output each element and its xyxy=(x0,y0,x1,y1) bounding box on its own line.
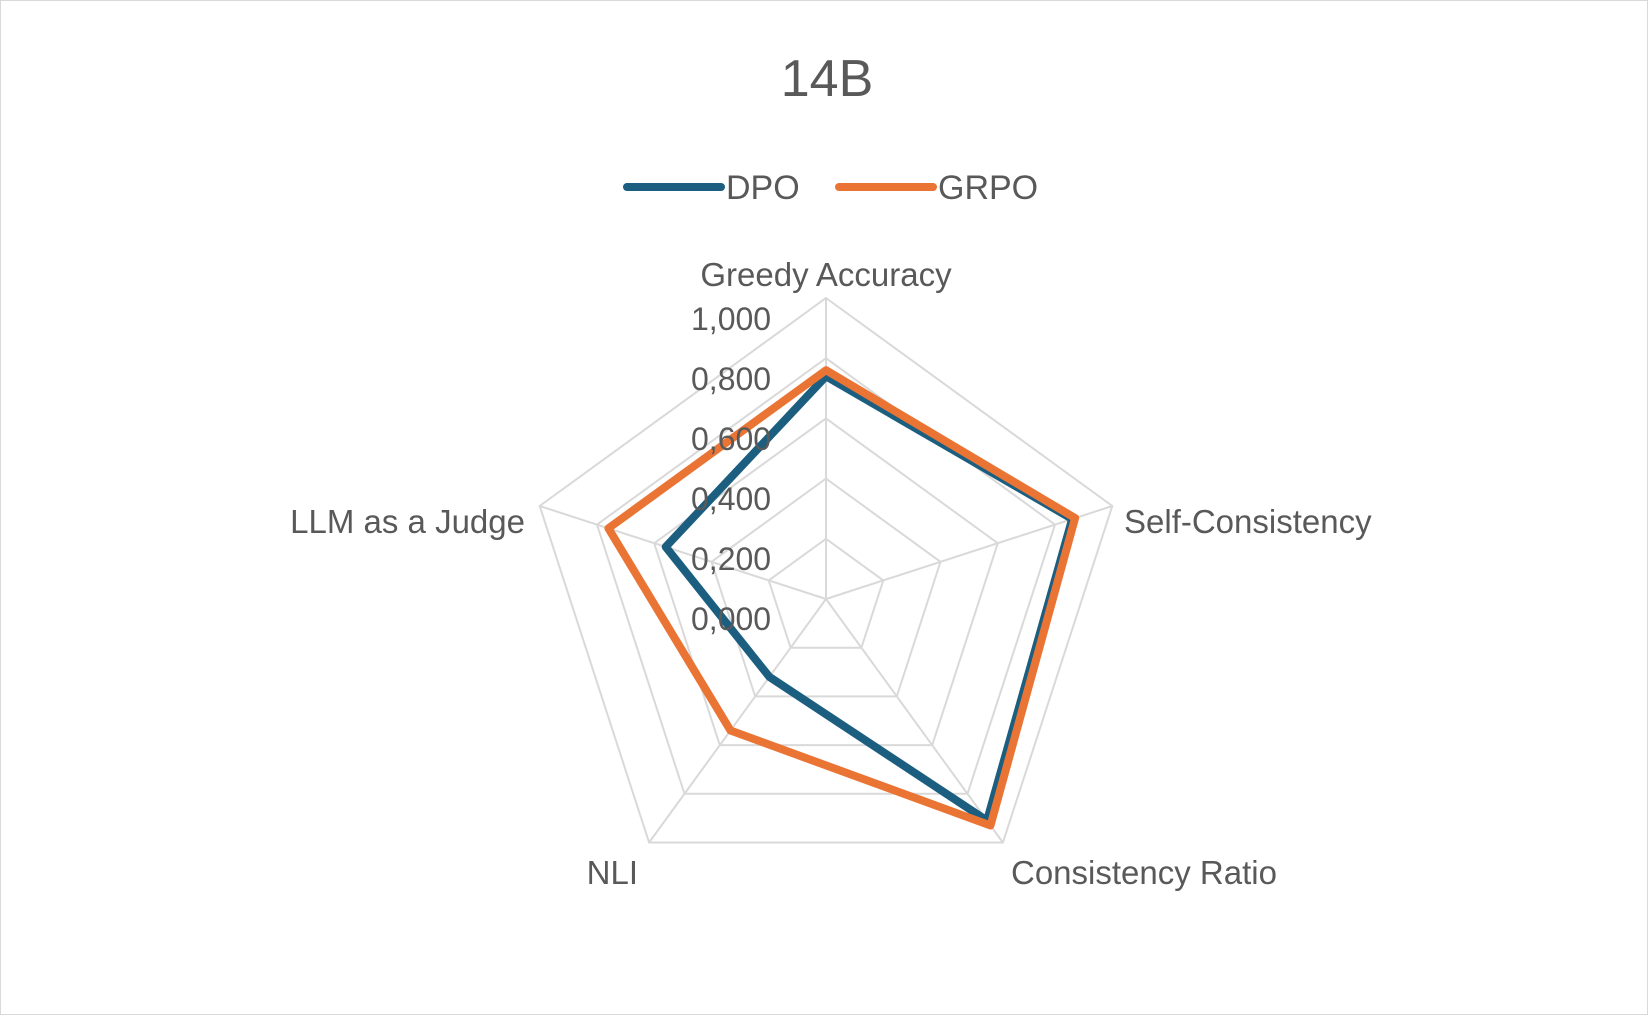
axis-label-nli: NLI xyxy=(587,854,638,891)
chart-title: 14B xyxy=(781,50,874,108)
grid-ring-4 xyxy=(595,356,1057,795)
legend-item-grpo: GRPO xyxy=(835,169,1038,207)
spoke-3 xyxy=(648,598,827,844)
spoke-4 xyxy=(539,505,827,600)
legend: DPO GRPO xyxy=(623,169,1038,207)
axis-labels: Greedy Accuracy Self-Consistency Consist… xyxy=(290,256,1372,891)
tick-label-2: 0,400 xyxy=(691,481,771,517)
tick-label-3: 0,600 xyxy=(691,421,771,457)
legend-item-dpo: DPO xyxy=(623,169,800,207)
grid-ring-1 xyxy=(767,537,885,649)
tick-label-5: 1,000 xyxy=(691,301,771,337)
tick-label-4: 0,800 xyxy=(691,361,771,397)
axis-label-greedy-accuracy: Greedy Accuracy xyxy=(700,256,952,293)
legend-label-grpo: GRPO xyxy=(938,169,1038,207)
series-grpo-line xyxy=(604,366,1080,830)
grid-ring-3 xyxy=(653,417,999,747)
spoke-2 xyxy=(825,598,1004,844)
tick-label-0: 0,000 xyxy=(691,601,771,637)
radar-grid xyxy=(538,296,1114,844)
tick-label-1: 0,200 xyxy=(691,541,771,577)
tick-labels: 0,000 0,200 0,400 0,600 0,800 1,000 xyxy=(691,301,771,637)
grid-ring-5 xyxy=(538,296,1114,844)
axis-label-consistency-ratio: Consistency Ratio xyxy=(1011,854,1277,891)
spoke-1 xyxy=(825,505,1113,600)
series-layer xyxy=(604,366,1080,830)
axis-label-self-consistency: Self-Consistency xyxy=(1124,503,1372,540)
grid-ring-2 xyxy=(710,477,942,698)
legend-label-dpo: DPO xyxy=(726,169,800,207)
axis-label-llm-as-a-judge: LLM as a Judge xyxy=(290,503,525,540)
